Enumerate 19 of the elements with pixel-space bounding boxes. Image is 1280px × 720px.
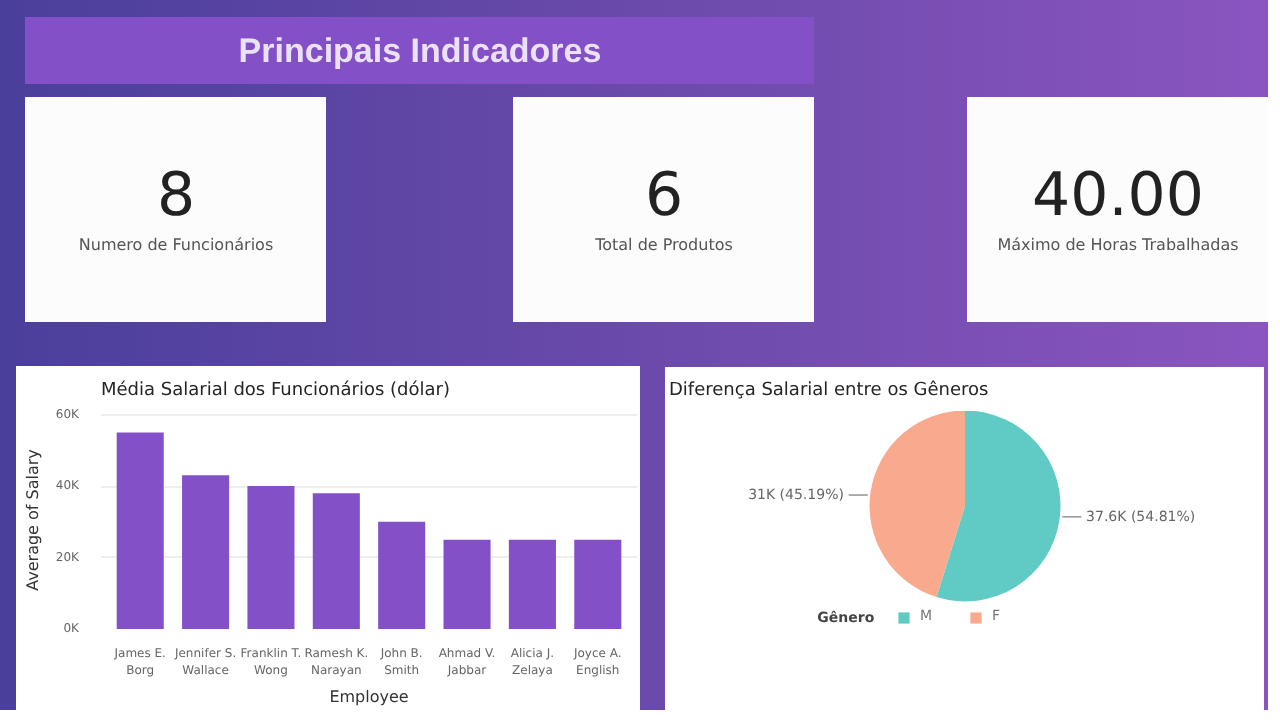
- x-axis-title: Employee: [329, 687, 409, 706]
- y-axis-title: Average of Salary: [23, 448, 42, 591]
- bar: [443, 539, 491, 629]
- bar: [312, 493, 360, 629]
- chart-title: Diferença Salarial entre os Gêneros: [669, 379, 990, 401]
- text: 40.00: [1032, 160, 1204, 231]
- bar: [116, 432, 164, 629]
- bar: [182, 475, 230, 629]
- bar: [508, 539, 556, 629]
- text: Principais Indicadores: [238, 32, 602, 70]
- bar: [247, 486, 295, 629]
- text: 6: [644, 160, 684, 231]
- text: Numero de Funcionários: [78, 235, 274, 254]
- bar: [574, 539, 622, 629]
- text: 8: [156, 160, 196, 231]
- bar: [378, 521, 426, 629]
- chart-title: Média Salarial dos Funcionários (dólar): [101, 379, 450, 401]
- text: Máximo de Horas Trabalhadas: [997, 235, 1239, 254]
- text: Total de Produtos: [593, 235, 733, 254]
